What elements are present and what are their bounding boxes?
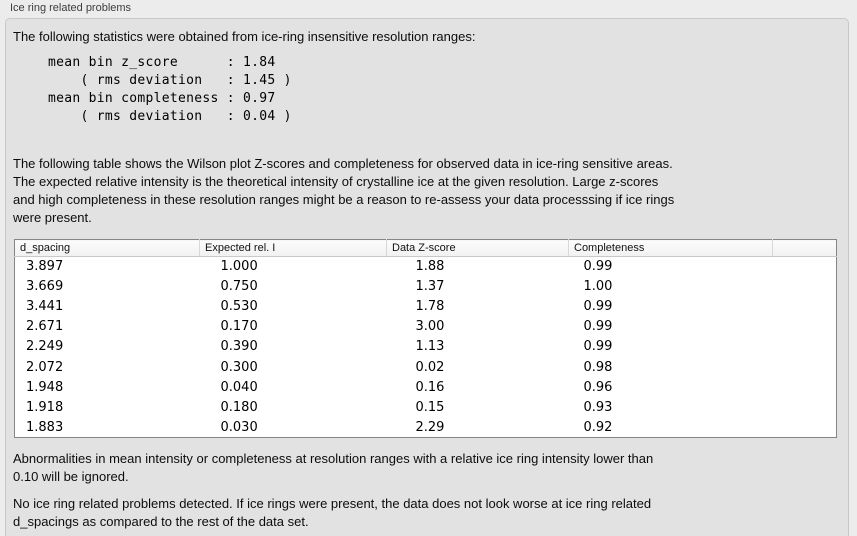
text-line: were present. xyxy=(13,210,92,225)
table-row[interactable]: 3.441 0.530 1.78 0.99 xyxy=(15,297,837,317)
ice-ring-table[interactable]: d_spacing Expected rel. I Data Z-score Comp… xyxy=(14,239,837,438)
table-cell: 0.99 xyxy=(583,339,613,355)
table-cell: 0.16 xyxy=(415,379,445,395)
table-cell-empty xyxy=(773,297,837,317)
table-cell: 2.072 xyxy=(26,359,64,375)
table-cell: 0.98 xyxy=(583,359,613,375)
table-cell: 3.441 xyxy=(26,299,64,315)
table-cell: 1.918 xyxy=(26,399,64,415)
table-cell: 0.92 xyxy=(583,419,613,435)
table-row[interactable]: 1.918 0.180 0.15 0.93 xyxy=(15,397,837,417)
conclusion-text: No ice ring related problems detected. I… xyxy=(13,495,651,531)
table-cell: 0.96 xyxy=(583,379,613,395)
panel-title: Ice ring related problems xyxy=(10,2,132,14)
table-body: 3.897 1.000 1.88 0.99 3.669 0.750 1.37 1.00 3.44… xyxy=(15,257,837,438)
table-cell-empty xyxy=(773,337,837,357)
table-cell: 0.99 xyxy=(583,259,613,275)
table-cell: 1.00 xyxy=(583,279,613,295)
table-cell: 1.883 xyxy=(26,419,64,435)
table-cell: 0.99 xyxy=(583,299,613,315)
column-header[interactable]: Data Z-score xyxy=(386,239,569,257)
table-header[interactable]: d_spacing Expected rel. I Data Z-score Comp… xyxy=(14,239,837,257)
table-cell: 3.897 xyxy=(26,259,64,275)
table-row[interactable]: 1.948 0.040 0.16 0.96 xyxy=(15,377,837,397)
table-intro-text: The following table shows the Wilson plo… xyxy=(13,155,674,227)
table-cell: 0.15 xyxy=(415,399,445,415)
table-cell: 0.99 xyxy=(583,319,613,335)
table-cell: 1.000 xyxy=(220,259,258,275)
table-cell: 0.300 xyxy=(220,359,258,375)
table-row[interactable]: 3.897 1.000 1.88 0.99 xyxy=(15,257,837,277)
text-line: Abnormalities in mean intensity or compl… xyxy=(13,451,654,466)
column-header[interactable]: Expected rel. I xyxy=(199,239,387,257)
text-line: and high completeness in these resolutio… xyxy=(13,192,675,207)
table-row[interactable]: 2.249 0.390 1.13 0.99 xyxy=(15,337,837,357)
table-cell: 0.530 xyxy=(220,299,258,315)
column-header[interactable]: Completeness xyxy=(568,239,773,257)
table-cell: 2.249 xyxy=(26,339,64,355)
table-cell: 0.93 xyxy=(583,399,613,415)
table-cell: 0.040 xyxy=(220,379,258,395)
table-cell-empty xyxy=(773,417,837,437)
table-cell-empty xyxy=(773,377,837,397)
text-line: mean bin completeness : 0.97 xyxy=(48,91,276,106)
table-cell: 3.00 xyxy=(415,319,445,335)
table-cell: 0.390 xyxy=(220,339,258,355)
text-line: No ice ring related problems detected. I… xyxy=(13,496,652,511)
ignore-note-text: Abnormalities in mean intensity or compl… xyxy=(13,450,653,486)
table-cell-empty xyxy=(773,317,837,337)
table-cell: 3.669 xyxy=(26,279,64,295)
table-cell: 1.13 xyxy=(415,339,445,355)
table-row[interactable]: 3.669 0.750 1.37 1.00 xyxy=(15,277,837,297)
text-line: 0.10 will be ignored. xyxy=(13,469,129,484)
table-header-row: d_spacing Expected rel. I Data Z-score Comp… xyxy=(14,239,837,257)
table-cell-empty xyxy=(773,357,837,377)
table-row[interactable]: 2.671 0.170 3.00 0.99 xyxy=(15,317,837,337)
stats-values-block: mean bin z_score : 1.84 ( rms deviation … xyxy=(48,54,292,126)
text-line: d_spacings as compared to the rest of th… xyxy=(13,514,309,529)
table-cell: 0.170 xyxy=(220,319,258,335)
table-cell: 1.37 xyxy=(415,279,445,295)
table-row[interactable]: 1.883 0.030 2.29 0.92 xyxy=(15,417,837,437)
text-line: mean bin z_score : 1.84 xyxy=(48,55,276,70)
table-row[interactable]: 2.072 0.300 0.02 0.98 xyxy=(15,357,837,377)
text-line: ( rms deviation : 0.04 ) xyxy=(48,109,292,124)
table-cell: 0.180 xyxy=(220,399,258,415)
table-cell: 2.671 xyxy=(26,319,64,335)
table-cell-empty xyxy=(773,397,837,417)
table-cell-empty xyxy=(773,257,837,277)
table-cell: 1.948 xyxy=(26,379,64,395)
table-cell: 0.750 xyxy=(220,279,258,295)
table-cell: 1.88 xyxy=(415,259,445,275)
text-line: ( rms deviation : 1.45 ) xyxy=(48,73,292,88)
stats-intro-text: The following statistics were obtained f… xyxy=(13,29,476,44)
column-header[interactable]: d_spacing xyxy=(14,239,200,257)
table-cell: 1.78 xyxy=(415,299,445,315)
text-line: The expected relative intensity is the t… xyxy=(13,174,659,189)
table-cell: 2.29 xyxy=(415,419,445,435)
table-cell: 0.030 xyxy=(220,419,258,435)
column-header[interactable] xyxy=(772,239,837,257)
table-cell: 0.02 xyxy=(415,359,445,375)
table-cell-empty xyxy=(773,277,837,297)
text-line: The following table shows the Wilson plo… xyxy=(13,156,673,171)
